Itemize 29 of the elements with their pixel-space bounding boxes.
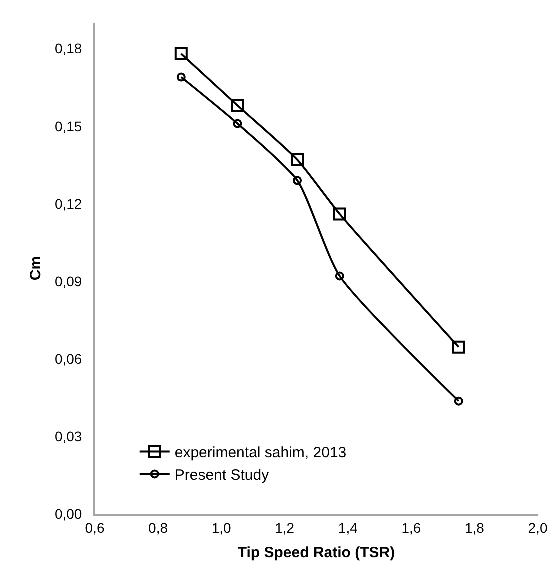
x-tick-label: 1,6 — [402, 520, 422, 536]
legend-label: Present Study — [174, 467, 270, 484]
x-axis-title: Tip Speed Ratio (TSR) — [238, 544, 396, 562]
x-tick-label: 1,0 — [212, 520, 232, 536]
point — [293, 176, 302, 186]
x-tick-label: 2,0 — [528, 520, 548, 536]
point — [452, 340, 466, 354]
y-tick-label: 0,12 — [54, 196, 82, 212]
y-tick-label: 0,18 — [54, 40, 82, 57]
point — [174, 48, 188, 61]
x-tick-label: 0,8 — [148, 520, 168, 536]
y-tick-label: 0,09 — [54, 273, 82, 290]
x-tick-label: 0,6 — [85, 520, 105, 536]
y-tick-label: 0,00 — [54, 506, 82, 522]
y-tick-label: 0,03 — [54, 428, 82, 444]
point — [333, 208, 346, 221]
y-tick-label: 0,06 — [54, 350, 82, 367]
point — [231, 99, 244, 112]
point — [291, 153, 304, 166]
point — [335, 272, 344, 281]
x-tick-label: 1,4 — [338, 520, 358, 536]
point — [454, 396, 464, 406]
x-tick-label: 1,2 — [275, 520, 295, 536]
y-axis-title: Cm — [28, 256, 45, 281]
point — [233, 119, 242, 128]
x-tick-label: 1,8 — [464, 520, 485, 536]
legend-label: experimental sahim, 2013 — [174, 444, 347, 462]
y-tick-label: 0,15 — [54, 118, 82, 134]
point — [176, 72, 186, 82]
